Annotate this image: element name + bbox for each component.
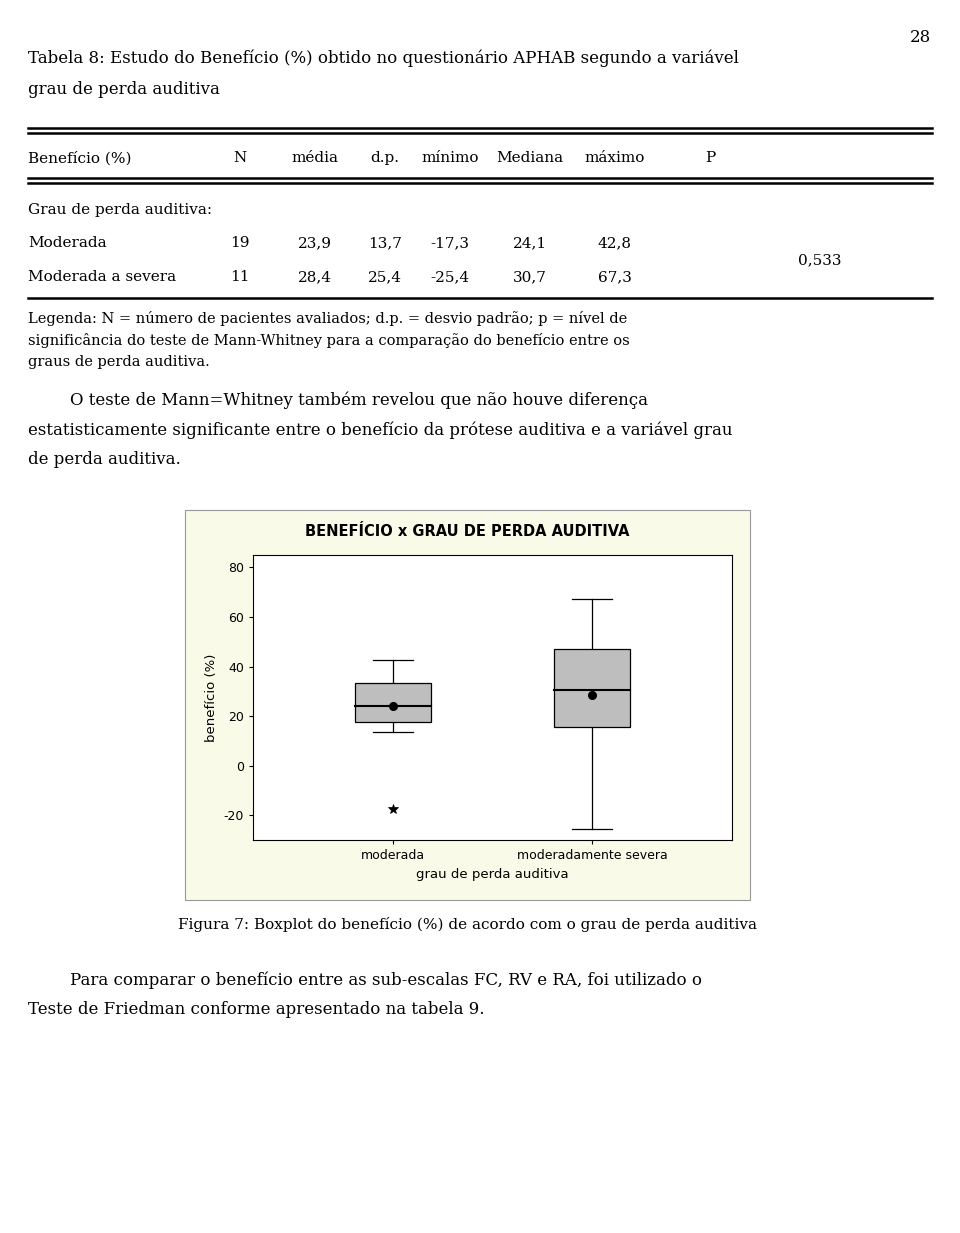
Text: 11: 11 xyxy=(230,270,250,284)
Bar xyxy=(554,649,630,727)
Text: 13,7: 13,7 xyxy=(368,236,402,250)
Text: 25,4: 25,4 xyxy=(368,270,402,284)
Text: de perda auditiva.: de perda auditiva. xyxy=(28,451,180,469)
Text: Moderada: Moderada xyxy=(28,236,107,250)
Text: Mediana: Mediana xyxy=(496,150,564,165)
Bar xyxy=(185,510,750,900)
Text: 28,4: 28,4 xyxy=(298,270,332,284)
Text: 19: 19 xyxy=(230,236,250,250)
Text: Tabela 8: Estudo do Benefício (%) obtido no questionário APHAB segundo a variáve: Tabela 8: Estudo do Benefício (%) obtido… xyxy=(28,49,739,67)
Text: N: N xyxy=(233,150,247,165)
Text: Moderada a severa: Moderada a severa xyxy=(28,270,176,284)
Text: O teste de Mann=Whitney também revelou que não houve diferença: O teste de Mann=Whitney também revelou q… xyxy=(28,391,648,409)
Text: Grau de perda auditiva:: Grau de perda auditiva: xyxy=(28,203,212,217)
Text: Figura 7: Boxplot do benefício (%) de acordo com o grau de perda auditiva: Figura 7: Boxplot do benefício (%) de ac… xyxy=(178,917,757,932)
Text: Benefício (%): Benefício (%) xyxy=(28,150,132,165)
Y-axis label: benefício (%): benefício (%) xyxy=(205,653,218,742)
Text: significância do teste de Mann-Whitney para a comparação do benefício entre os: significância do teste de Mann-Whitney p… xyxy=(28,333,630,348)
Text: -25,4: -25,4 xyxy=(430,270,469,284)
Text: média: média xyxy=(292,150,339,165)
Text: máximo: máximo xyxy=(585,150,645,165)
Text: -17,3: -17,3 xyxy=(430,236,469,250)
Text: Para comparar o benefício entre as sub-escalas FC, RV e RA, foi utilizado o: Para comparar o benefício entre as sub-e… xyxy=(28,972,702,989)
Text: 30,7: 30,7 xyxy=(513,270,547,284)
Text: Legenda: N = número de pacientes avaliados; d.p. = desvio padrão; p = nível de: Legenda: N = número de pacientes avaliad… xyxy=(28,311,627,326)
Text: graus de perda auditiva.: graus de perda auditiva. xyxy=(28,355,209,369)
Text: BENEFÍCIO x GRAU DE PERDA AUDITIVA: BENEFÍCIO x GRAU DE PERDA AUDITIVA xyxy=(305,524,630,540)
Text: 28: 28 xyxy=(909,30,930,47)
Text: 23,9: 23,9 xyxy=(298,236,332,250)
Text: 67,3: 67,3 xyxy=(598,270,632,284)
Text: 24,1: 24,1 xyxy=(513,236,547,250)
Text: mínimo: mínimo xyxy=(421,150,479,165)
Text: P: P xyxy=(705,150,715,165)
Bar xyxy=(355,683,431,723)
Text: Teste de Friedman conforme apresentado na tabela 9.: Teste de Friedman conforme apresentado n… xyxy=(28,1001,485,1018)
Text: 0,533: 0,533 xyxy=(799,253,842,268)
Text: grau de perda auditiva: grau de perda auditiva xyxy=(28,81,220,99)
Text: d.p.: d.p. xyxy=(371,150,399,165)
Text: estatisticamente significante entre o benefício da prótese auditiva e a variável: estatisticamente significante entre o be… xyxy=(28,422,732,439)
X-axis label: grau de perda auditiva: grau de perda auditiva xyxy=(417,868,569,880)
Text: 42,8: 42,8 xyxy=(598,236,632,250)
